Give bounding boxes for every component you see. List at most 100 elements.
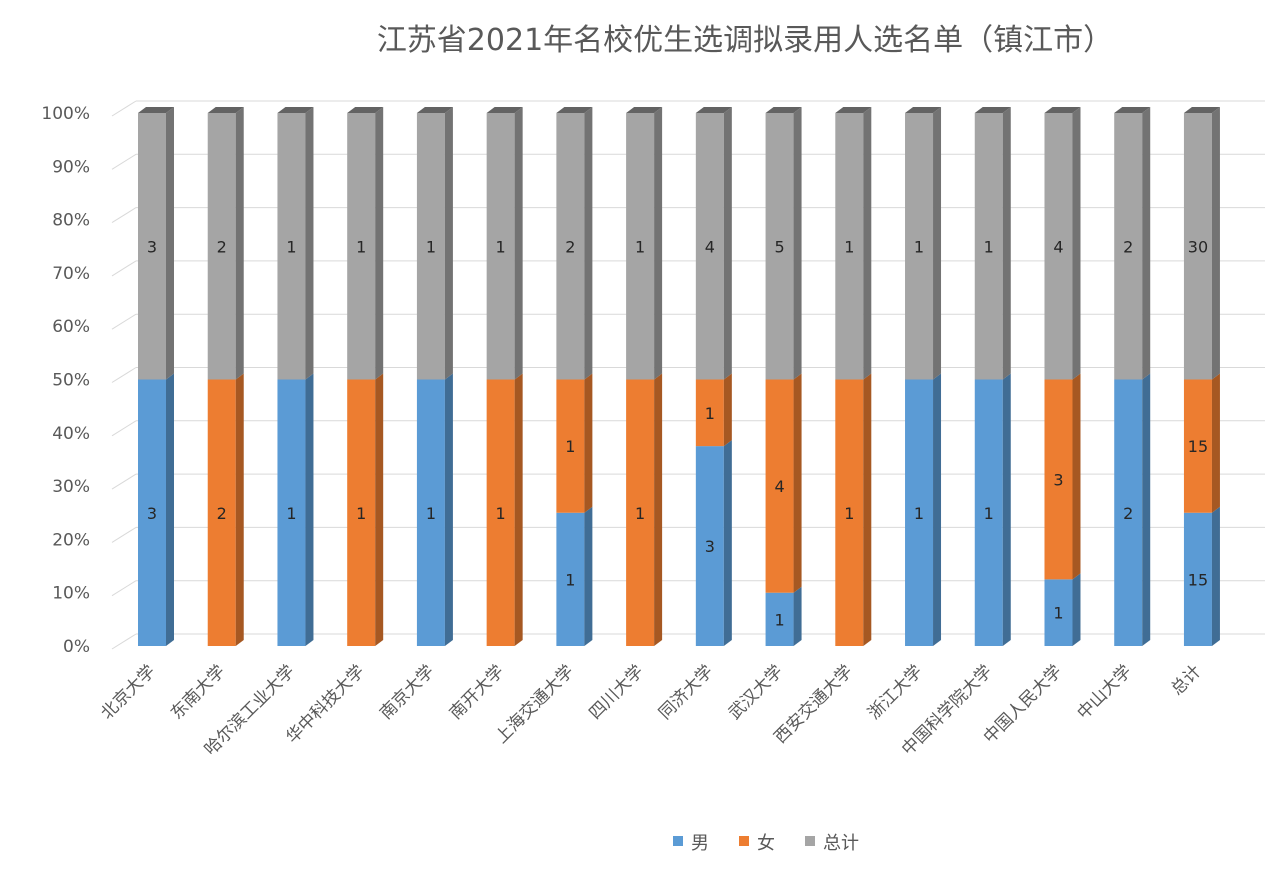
bar-segment-side bbox=[1002, 107, 1011, 380]
data-label: 15 bbox=[1188, 437, 1208, 456]
gridline-slant bbox=[111, 313, 137, 330]
y-tick-label: 100% bbox=[41, 104, 90, 124]
bar-segment-top bbox=[1183, 107, 1220, 113]
data-label: 1 bbox=[356, 237, 366, 256]
data-label: 3 bbox=[705, 537, 715, 556]
data-label: 1 bbox=[705, 404, 715, 423]
bar-segment-side bbox=[1072, 107, 1081, 380]
legend-label: 女 bbox=[757, 833, 775, 854]
gridline-slant bbox=[111, 473, 137, 490]
y-tick-label: 10% bbox=[52, 584, 90, 604]
gridline-slant bbox=[111, 526, 137, 543]
data-label: 1 bbox=[426, 237, 436, 256]
bar-stack: 1 3 4 bbox=[1044, 107, 1081, 646]
bar-segment bbox=[835, 379, 864, 646]
bar-segment bbox=[626, 113, 655, 380]
data-label: 2 bbox=[217, 504, 227, 523]
bar-segment-side bbox=[1211, 107, 1220, 380]
data-label: 1 bbox=[1053, 604, 1063, 623]
bar-segment-top bbox=[486, 107, 523, 113]
legend-swatch bbox=[805, 836, 815, 846]
bar-segment bbox=[974, 113, 1003, 380]
gridline-slant bbox=[111, 153, 137, 170]
bar-segment bbox=[486, 379, 515, 646]
y-tick-label: 40% bbox=[52, 424, 90, 444]
gridline-slant bbox=[111, 207, 137, 224]
data-label: 2 bbox=[217, 237, 227, 256]
x-category-label: 南京大学 bbox=[376, 661, 438, 723]
bar-segment bbox=[556, 379, 585, 513]
y-tick-label: 60% bbox=[52, 317, 90, 337]
bar-segment-side bbox=[235, 373, 244, 646]
data-label: 3 bbox=[147, 237, 157, 256]
bar-segment-side bbox=[793, 373, 802, 593]
y-tick-label: 30% bbox=[52, 477, 90, 497]
bar-segment-top bbox=[974, 107, 1011, 113]
data-label: 2 bbox=[1123, 237, 1133, 256]
bar-segment bbox=[1114, 379, 1143, 646]
x-category-label: 同济大学 bbox=[655, 661, 717, 723]
bar-segment-side bbox=[1002, 373, 1011, 646]
bar-segment bbox=[695, 379, 724, 447]
gridline-slant bbox=[111, 420, 137, 437]
bar-segment-top bbox=[1114, 107, 1151, 113]
bar-segment bbox=[138, 379, 166, 646]
bar-segment-side bbox=[514, 107, 523, 380]
bar-segment bbox=[1183, 113, 1212, 380]
data-label: 4 bbox=[705, 237, 715, 256]
bar-stack: 1 1 2 bbox=[556, 107, 593, 646]
y-tick-label: 0% bbox=[63, 637, 90, 657]
bar-segment bbox=[1183, 379, 1212, 513]
bar-segment-side bbox=[654, 107, 663, 380]
bar-stack: 11 bbox=[626, 107, 663, 646]
gridline-slant bbox=[111, 100, 137, 117]
bar-segment-side bbox=[1072, 573, 1081, 646]
bar-segment-side bbox=[584, 373, 593, 513]
bar-segment-side bbox=[1211, 373, 1220, 513]
bar-segment bbox=[1114, 113, 1143, 380]
bar-segment-side bbox=[1211, 506, 1220, 646]
bar-segment-side bbox=[863, 107, 872, 380]
x-category-label: 总计 bbox=[1167, 661, 1205, 699]
bar-segment bbox=[765, 379, 794, 593]
x-category-label: 四川大学 bbox=[585, 661, 647, 723]
bar-segment bbox=[974, 379, 1003, 646]
bar-stack: 11 bbox=[905, 107, 942, 646]
bar-segment bbox=[138, 113, 166, 380]
bar-stack: 11 bbox=[974, 107, 1011, 646]
bar-segment-side bbox=[654, 373, 663, 646]
y-tick-label: 70% bbox=[52, 264, 90, 284]
bar-segment bbox=[1044, 579, 1073, 646]
y-tick-label: 80% bbox=[52, 211, 90, 231]
bar-segment-side bbox=[1142, 373, 1151, 646]
bar-segment bbox=[277, 113, 306, 380]
bar-segment-side bbox=[235, 107, 244, 380]
bar-segment bbox=[695, 113, 724, 380]
data-label: 1 bbox=[565, 437, 575, 456]
bar-stack: 1 4 5 bbox=[765, 107, 802, 646]
data-label: 1 bbox=[496, 237, 506, 256]
data-label: 1 bbox=[496, 504, 506, 523]
bar-segment-side bbox=[933, 373, 942, 646]
legend-label: 总计 bbox=[823, 833, 859, 854]
bar-segment bbox=[416, 379, 445, 646]
data-label: 1 bbox=[565, 570, 575, 589]
bar-segment bbox=[1183, 512, 1212, 646]
data-label: 1 bbox=[356, 504, 366, 523]
y-tick-label: 90% bbox=[52, 157, 90, 177]
bar-segment-top bbox=[626, 107, 663, 113]
bar-segment-top bbox=[835, 107, 872, 113]
bar-segment bbox=[1044, 113, 1073, 380]
data-label: 4 bbox=[774, 477, 784, 496]
data-label: 1 bbox=[914, 504, 924, 523]
bar-segment-side bbox=[305, 373, 314, 646]
data-label: 1 bbox=[844, 237, 854, 256]
bar-segment bbox=[416, 113, 445, 380]
bar-segment bbox=[556, 113, 585, 380]
bar-segment-side bbox=[166, 107, 174, 380]
y-tick-label: 50% bbox=[52, 371, 90, 391]
bar-segment-top bbox=[138, 107, 174, 113]
bar-stack: 11 bbox=[347, 107, 384, 646]
bar-segment bbox=[765, 592, 794, 646]
